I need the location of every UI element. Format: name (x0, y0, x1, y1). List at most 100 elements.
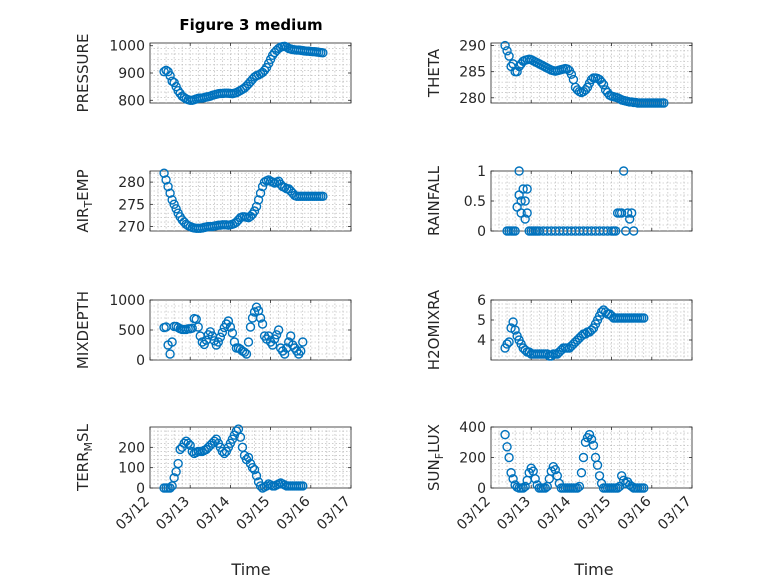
data-point (225, 322, 236, 332)
data-point (500, 429, 510, 440)
x-tick-label: 03/13 (494, 494, 534, 534)
y-tick-label: 5 (477, 313, 486, 329)
data-point (618, 166, 629, 176)
data-point (530, 474, 540, 484)
data-point (502, 442, 512, 452)
y-tick-label: 285 (459, 65, 486, 81)
x-tick-label: 03/15 (234, 494, 274, 534)
data-point (318, 191, 328, 202)
data-point (512, 66, 522, 77)
x-tick-label: 03/16 (615, 493, 655, 533)
data-point (574, 481, 585, 492)
data-point (183, 438, 193, 448)
y-axis-label: THETA (425, 48, 443, 98)
data-point (243, 452, 254, 463)
chart-panel-pressure: 800 900 1000 PRESSURE (74, 34, 352, 113)
data-point (163, 181, 173, 192)
data-point (622, 208, 633, 218)
x-axis-label-right: Time (573, 560, 613, 579)
data-point (159, 168, 169, 178)
data-point (215, 332, 226, 342)
data-point (572, 483, 583, 493)
data-point (298, 337, 308, 347)
data-point (167, 337, 177, 347)
data-point (271, 330, 282, 340)
data-point (516, 196, 526, 206)
data-point (520, 214, 530, 224)
y-tick-label: 500 (118, 323, 145, 339)
data-point (251, 471, 262, 481)
data-point (510, 325, 520, 335)
data-point (624, 214, 635, 224)
y-tick-label: 1000 (109, 39, 145, 55)
y-tick-label: 275 (118, 197, 145, 213)
y-tick-label: 0 (477, 224, 486, 240)
data-point (241, 349, 252, 359)
data-point (235, 432, 246, 442)
x-tick-label: 03/12 (454, 494, 494, 534)
data-point (249, 465, 260, 475)
y-tick-label: 0 (136, 481, 145, 497)
data-point (502, 339, 512, 349)
x-tick-label: 03/17 (655, 494, 695, 534)
data-point (546, 466, 556, 476)
data-point (504, 337, 514, 347)
data-point (255, 188, 266, 198)
data-point (213, 337, 224, 347)
data-point (161, 175, 171, 185)
y-tick-label: 400 (459, 420, 486, 436)
data-point (612, 483, 623, 493)
data-point (510, 226, 520, 236)
data-point (522, 208, 532, 218)
data-point (639, 483, 649, 493)
data-point (610, 226, 621, 236)
y-tick-label: 900 (118, 66, 145, 82)
data-point (255, 313, 266, 323)
y-tick-label: 280 (459, 91, 486, 107)
y-tick-label: 0 (136, 353, 145, 369)
y-tick-label: 280 (118, 175, 145, 191)
data-point (580, 85, 591, 95)
x-tick-label: 03/12 (113, 494, 153, 534)
x-tick-label: 03/13 (153, 494, 193, 534)
data-point (524, 468, 534, 478)
y-axis-label: RAINFALL (425, 165, 443, 236)
data-point (171, 204, 181, 214)
data-series (500, 40, 669, 108)
data-point (187, 323, 197, 333)
data-point (165, 349, 175, 359)
chart-panel-h2omixra: 4 5 6 H2OMIXRA (425, 289, 693, 370)
data-point (659, 98, 669, 108)
data-point (169, 473, 179, 483)
data-point (298, 481, 308, 491)
data-point (167, 195, 177, 205)
y-axis-label: PRESSURE (74, 34, 92, 113)
data-point (639, 313, 649, 323)
data-point (520, 196, 530, 206)
x-tick-label: 03/16 (274, 493, 314, 533)
data-point (179, 438, 189, 448)
data-point (518, 483, 528, 493)
data-point (588, 440, 599, 450)
data-point (502, 46, 512, 56)
y-tick-label: 100 (118, 461, 145, 477)
data-point (504, 51, 514, 61)
data-point (279, 349, 290, 359)
data-series (500, 429, 649, 493)
data-series (502, 166, 639, 236)
y-tick-label: 200 (459, 451, 486, 467)
data-point (227, 328, 238, 338)
plot-area (490, 42, 693, 104)
chart-panel-theta: 280 285 290 THETA (425, 39, 693, 108)
y-axis-label: MIXDEPTH (74, 291, 92, 369)
y-tick-label: 0.5 (464, 194, 486, 210)
y-axis-label: TERRMSL (74, 423, 95, 492)
chart-panel-mixdepth: 0 500 1000 MIXDEPTH (74, 291, 352, 369)
data-point (273, 325, 284, 335)
data-point (518, 184, 528, 194)
y-tick-label: 4 (477, 333, 486, 349)
data-point (578, 452, 589, 463)
data-point (540, 483, 550, 493)
y-tick-label: 1 (477, 164, 486, 180)
data-point (514, 166, 524, 176)
